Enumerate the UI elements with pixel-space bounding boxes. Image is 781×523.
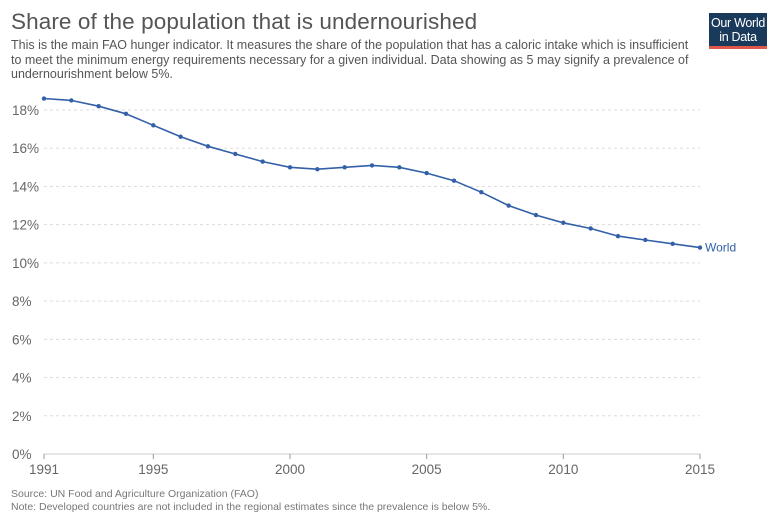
x-tick-label: 2010: [548, 462, 578, 477]
x-axis-ticks: 1991 1995 2000 2005 2010 2015: [29, 454, 715, 477]
data-point[interactable]: [287, 165, 293, 170]
grid-lines: [44, 109, 700, 455]
chart-footer: Source: UN Food and Agriculture Organiza…: [11, 488, 490, 514]
series-group: World: [41, 96, 736, 255]
data-point[interactable]: [506, 203, 511, 208]
logo-accent-bar: [709, 46, 767, 49]
data-point[interactable]: [151, 123, 156, 128]
y-tick-label: 0%: [12, 447, 32, 462]
data-point[interactable]: [315, 167, 320, 172]
y-tick-label: 18%: [12, 103, 39, 118]
x-tick-label: 2000: [275, 462, 305, 477]
y-tick-label: 4%: [12, 371, 32, 386]
data-point[interactable]: [561, 220, 566, 225]
chart-subtitle: This is the main FAO hunger indicator. I…: [11, 38, 689, 82]
footnote: Note: Developed countries are not includ…: [11, 501, 491, 513]
logo-line-1: Our World: [710, 16, 766, 30]
x-tick-label: 1995: [138, 462, 168, 477]
data-point[interactable]: [260, 159, 265, 164]
owid-logo[interactable]: Our World in Data: [709, 13, 767, 49]
series-label-world[interactable]: World: [705, 241, 736, 255]
logo-line-2: in Data: [719, 30, 757, 44]
series-line-world: [43, 97, 701, 249]
data-point[interactable]: [451, 178, 457, 183]
data-point[interactable]: [424, 170, 429, 176]
data-point[interactable]: [533, 212, 539, 218]
y-tick-label: 6%: [12, 332, 32, 347]
x-tick-label: 2005: [412, 462, 442, 477]
y-tick-label: 8%: [12, 294, 32, 309]
data-point[interactable]: [41, 96, 47, 101]
data-point[interactable]: [123, 111, 129, 117]
source-note: Source: UN Food and Agriculture Organiza…: [11, 488, 259, 500]
data-point[interactable]: [96, 103, 101, 109]
y-tick-label: 2%: [12, 409, 32, 424]
y-axis-ticks: 0% 2% 4% 6% 8% 10% 12% 14% 16% 18%: [12, 103, 39, 462]
data-point[interactable]: [69, 98, 74, 103]
data-point[interactable]: [697, 245, 703, 250]
data-point[interactable]: [205, 144, 211, 149]
data-point[interactable]: [397, 165, 402, 170]
data-point[interactable]: [342, 165, 347, 170]
data-point[interactable]: [178, 134, 183, 139]
data-point[interactable]: [479, 189, 484, 195]
data-point[interactable]: [643, 237, 648, 243]
data-point[interactable]: [615, 233, 621, 239]
x-tick-label: 1991: [29, 462, 59, 477]
y-tick-label: 10%: [12, 256, 39, 271]
data-point[interactable]: [233, 151, 238, 157]
y-tick-label: 14%: [12, 179, 39, 194]
chart-title: Share of the population that is undernou…: [11, 9, 478, 34]
x-tick-label: 2015: [685, 462, 715, 477]
y-tick-label: 12%: [12, 218, 39, 233]
y-tick-label: 16%: [12, 141, 39, 156]
data-point[interactable]: [588, 226, 593, 231]
data-point[interactable]: [369, 163, 375, 168]
data-point[interactable]: [670, 241, 675, 246]
